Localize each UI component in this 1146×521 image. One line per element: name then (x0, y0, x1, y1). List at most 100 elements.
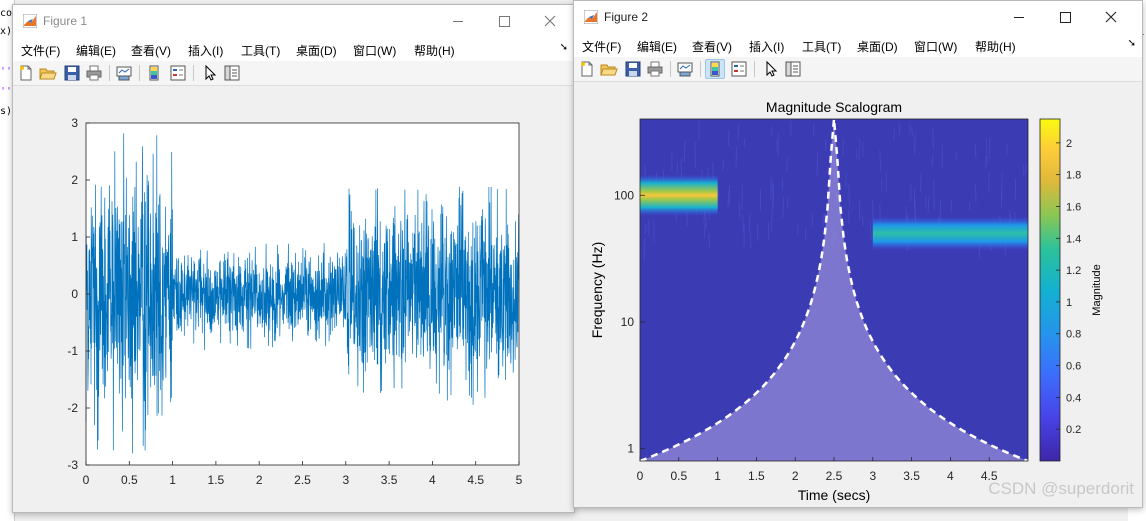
save-button[interactable] (63, 64, 81, 82)
insert-legend-button[interactable] (730, 60, 748, 78)
open-file-button[interactable] (600, 60, 618, 78)
scalogram-texture (735, 146, 738, 171)
menu-window[interactable]: 窗口(W) (353, 44, 397, 58)
scalogram-texture (737, 124, 740, 141)
scalogram-texture (919, 173, 922, 192)
colorbar-tick-label: 1.2 (1066, 265, 1081, 277)
y-tick-label: 1 (71, 230, 78, 244)
property-inspector-button[interactable] (223, 64, 241, 82)
x-tick-label: 2.5 (826, 469, 843, 483)
folder-open-icon (39, 68, 57, 80)
maximize-icon (499, 16, 510, 27)
maximize-button[interactable] (1042, 1, 1088, 33)
menu-edit[interactable]: 编辑(E) (76, 44, 116, 58)
scalogram-texture (931, 153, 934, 167)
window-title: Figure 2 (604, 10, 649, 24)
menu-window[interactable]: 窗口(W) (914, 40, 958, 54)
minimize-button[interactable] (996, 1, 1042, 33)
scalogram-texture (911, 126, 914, 136)
code-fragment: x) (0, 26, 13, 37)
scalogram-texture (680, 158, 683, 178)
menu-overflow-icon[interactable]: ➘ (559, 42, 568, 53)
x-tick-label: 0.5 (121, 473, 138, 487)
printer-icon (86, 65, 102, 81)
new-file-icon (581, 61, 593, 77)
code-fragment: ''1 (0, 66, 19, 77)
new-figure-button[interactable] (578, 60, 596, 78)
menu-desktop[interactable]: 桌面(D) (296, 44, 337, 58)
matlab-logo-icon (584, 10, 598, 24)
print-button[interactable] (85, 64, 103, 82)
chart-title: Magnitude Scalogram (766, 99, 902, 115)
insert-legend-button[interactable] (169, 64, 187, 82)
cone-of-influence-line (640, 119, 1028, 461)
menu-view[interactable]: 查看(V) (131, 44, 171, 58)
scalogram-texture (738, 203, 741, 219)
property-inspector-button[interactable] (784, 60, 802, 78)
menu-edit[interactable]: 编辑(E) (637, 40, 677, 54)
colorbar-tick-label: 1 (1066, 297, 1072, 309)
y-tick-label: -3 (67, 458, 78, 472)
scalogram-texture (772, 181, 774, 194)
x-tick-label: 3.5 (381, 473, 398, 487)
y-tick-label: 3 (71, 116, 78, 130)
scalogram-texture (879, 149, 882, 172)
scalogram-plot[interactable]: Magnitude Scalogram 0 0.5 1 1.5 2 2.5 3 … (574, 82, 1140, 506)
scalogram-texture (869, 221, 872, 240)
toolbar-separator (109, 65, 110, 81)
x-tick-label: 1 (714, 469, 721, 483)
y-tick-label: -1 (67, 344, 78, 358)
menu-tools[interactable]: 工具(T) (802, 40, 842, 54)
scalogram-texture (703, 222, 706, 239)
scalogram-texture (893, 128, 896, 140)
property-inspector-icon (224, 65, 240, 81)
watermark: CSDN @superdorit (988, 479, 1134, 498)
figure2-titlebar[interactable]: Figure 2 (574, 1, 1142, 33)
menu-insert[interactable]: 插入(I) (188, 44, 224, 58)
open-file-button[interactable] (39, 64, 57, 82)
scalogram-texture (985, 138, 988, 163)
minimize-button[interactable] (435, 5, 481, 37)
menu-view[interactable]: 查看(V) (692, 40, 732, 54)
figure1-titlebar[interactable]: Figure 1 (13, 5, 574, 37)
close-button[interactable] (527, 5, 573, 37)
colorbar-tick-label: 0.8 (1066, 329, 1081, 341)
menu-overflow-icon[interactable]: ➘ (1127, 38, 1136, 49)
x-tick-label: 2.5 (294, 473, 311, 487)
menu-file[interactable]: 文件(F) (582, 40, 622, 54)
maximize-button[interactable] (481, 5, 527, 37)
scalogram-texture (847, 209, 850, 226)
print-button[interactable] (646, 60, 664, 78)
figure1-canvas: 0 0.5 1 1.5 2 2.5 3 3.5 4 4.5 5 3 2 1 0 … (13, 86, 574, 512)
close-button[interactable] (1088, 1, 1134, 33)
maximize-icon (1060, 12, 1071, 23)
colorbar[interactable] (1039, 118, 1061, 462)
insert-colorbar-button[interactable] (705, 59, 725, 79)
new-figure-button[interactable] (17, 64, 35, 82)
code-fragment: ''A (0, 86, 19, 97)
legend-icon (170, 65, 186, 81)
link-plot-button[interactable] (676, 60, 694, 78)
edit-plot-button[interactable] (762, 60, 780, 78)
edit-plot-button[interactable] (201, 64, 219, 82)
menu-file[interactable]: 文件(F) (21, 44, 61, 58)
menu-help[interactable]: 帮助(H) (975, 40, 1016, 54)
scalogram-texture (694, 141, 697, 168)
menu-insert[interactable]: 插入(I) (749, 40, 785, 54)
menu-tools[interactable]: 工具(T) (241, 44, 281, 58)
save-button[interactable] (624, 60, 642, 78)
signal-plot[interactable]: 0 0.5 1 1.5 2 2.5 3 3.5 4 4.5 5 3 2 1 0 … (13, 86, 572, 510)
scalogram-texture (644, 224, 647, 235)
y-tick-label: 2 (71, 173, 78, 187)
menu-help[interactable]: 帮助(H) (414, 44, 455, 58)
link-plot-button[interactable] (115, 64, 133, 82)
x-tick-label: 4 (947, 469, 954, 483)
link-plot-icon (677, 62, 693, 77)
x-tick-label: 4.5 (981, 469, 998, 483)
toolbar-separator (139, 65, 140, 81)
minimize-icon (453, 21, 463, 22)
insert-colorbar-button[interactable] (145, 64, 163, 82)
code-fragment: s) (0, 106, 13, 117)
scalogram-texture (858, 139, 861, 161)
menu-desktop[interactable]: 桌面(D) (857, 40, 898, 54)
